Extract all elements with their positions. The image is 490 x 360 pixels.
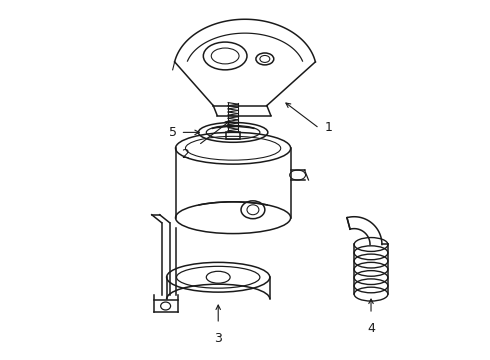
Text: 2: 2	[181, 148, 190, 161]
Text: 1: 1	[324, 121, 332, 134]
Text: 5: 5	[169, 126, 176, 139]
Text: 3: 3	[214, 332, 222, 345]
Text: 4: 4	[367, 322, 375, 335]
Bar	[226, 132, 240, 139]
